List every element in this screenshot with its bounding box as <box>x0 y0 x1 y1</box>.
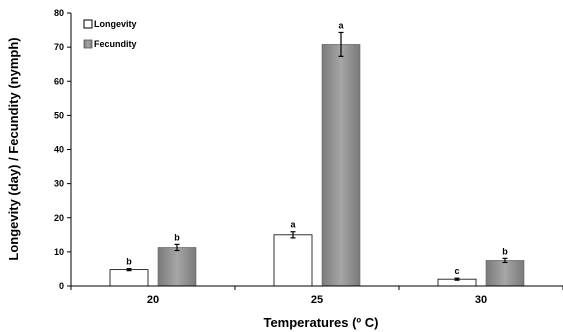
x-tick-label: 25 <box>311 294 323 306</box>
x-axis-ticks: 20 25 30 <box>70 286 563 306</box>
significance-letter-fecundity: a <box>338 20 344 30</box>
y-tick-label: 0 <box>59 281 64 291</box>
y-tick-label: 60 <box>54 76 64 86</box>
legend-label-longevity: Longevity <box>94 19 137 29</box>
y-tick-label: 30 <box>54 179 64 189</box>
y-tick-label: 50 <box>54 110 64 120</box>
x-tick-label: 30 <box>475 294 487 306</box>
bar-fecundity <box>485 260 525 287</box>
y-tick-label: 20 <box>54 213 64 223</box>
significance-letter-longevity: b <box>126 257 132 267</box>
legend-label-fecundity: Fecundity <box>94 39 137 49</box>
y-tick-label: 80 <box>54 8 64 18</box>
y-tick-label: 10 <box>54 247 64 257</box>
y-tick-label: 70 <box>54 42 64 52</box>
bar-fecundity <box>321 44 361 287</box>
significance-letter-fecundity: b <box>502 246 508 256</box>
x-axis-title: Temperatures (º C) <box>263 315 378 330</box>
x-tick-label: 20 <box>147 294 159 306</box>
significance-letter-longevity: a <box>290 220 296 230</box>
bar-fecundity <box>157 247 197 287</box>
y-tick-label: 40 <box>54 145 64 155</box>
legend-swatch-fecundity <box>83 39 93 49</box>
y-axis-ticks: 0 10 20 30 40 50 60 70 80 <box>54 8 71 291</box>
bar-group: b b a a c b <box>109 20 525 287</box>
legend: Longevity Fecundity <box>83 19 137 49</box>
bar-longevity <box>109 269 149 287</box>
bar-longevity <box>273 234 313 287</box>
significance-letter-longevity: c <box>454 266 459 276</box>
legend-swatch-longevity <box>83 19 93 29</box>
y-axis-title: Longevity (day) / Fecundity (nymph) <box>6 37 21 260</box>
significance-letter-fecundity: b <box>174 232 180 242</box>
